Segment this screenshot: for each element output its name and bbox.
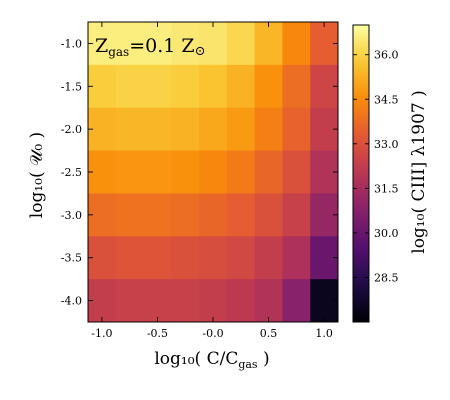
colorbar-tick-label: 31.5 [374,182,399,195]
heatmap-cell [254,64,283,109]
heatmap-cell [143,107,172,152]
x-tick-label: 0.5 [260,327,278,340]
heatmap-cell [254,193,283,237]
heatmap-cell [171,150,200,194]
heatmap-cell [282,22,311,66]
x-tick-label: -1.0 [91,327,112,340]
x-tick-label: -0.5 [147,327,168,340]
heatmap-cell [226,64,256,109]
heatmap-cell [254,150,283,194]
heatmap-cell [226,22,256,66]
heatmap-cell [199,193,228,237]
y-tick-label: -3.5 [61,252,82,265]
y-tick-label: -3.0 [61,209,82,222]
x-tick-label: -0.0 [202,327,223,340]
heatmap-cell [115,236,145,280]
heatmap-cell [254,236,283,280]
heatmap-cell [171,193,200,237]
heatmap-cell [282,107,311,152]
heatmap-cell [254,22,283,66]
y-tick-label: -1.0 [61,37,82,50]
heatmap-cell [115,193,145,237]
colorbar-tick-label: 30.0 [374,227,399,240]
colorbar-tick-label: 34.5 [374,93,399,106]
y-tick-label: -1.5 [61,80,82,93]
heatmap-cell [199,279,228,323]
heatmap-cell [254,107,283,152]
heatmap-cell [226,107,256,152]
heatmap-cell [115,64,145,109]
heatmap-cell [115,150,145,194]
heatmap-cell [143,236,172,280]
x-tick-label: 1.0 [315,327,333,340]
heatmap-cell [115,22,145,66]
heatmap-cell [143,150,172,194]
colorbar-label: log₁₀( CIII] λ1907 ) [409,90,429,253]
heatmap-cell [115,279,145,323]
heatmap-cell [143,279,172,323]
y-tick-label: -2.0 [61,123,82,136]
heatmap-cell [226,236,256,280]
metallicity-annotation: Zgas=0.1 Z⊙ [95,35,206,59]
y-tick-label: -4.0 [61,295,82,308]
heatmap-cell [282,279,311,323]
heatmap-cell [199,64,228,109]
heatmap-cell [282,64,311,109]
colorbar-tick-label: 28.5 [374,271,399,284]
y-axis-label: log₁₀( 𝒰₀ ) [27,132,47,218]
heatmap-cell [171,107,200,152]
heatmap-cell [171,236,200,280]
heatmap-cells [88,22,339,323]
heatmap-cell [143,22,172,66]
heatmap-cell [143,193,172,237]
heatmap-cell [171,64,200,109]
heatmap-cell [282,150,311,194]
x-axis-label: log₁₀( C/Cgas ) [154,349,269,371]
heatmap-cell [199,150,228,194]
heatmap-cell [115,107,145,152]
heatmap-cell [199,236,228,280]
y-axis-ticks: -1.0 -1.5 -2.0 -2.5 -3.0 -3.5 -4.0 [61,37,338,308]
x-axis-ticks: -1.0 -0.5 -0.0 0.5 1.0 [91,22,333,340]
heatmap-cell [254,279,283,323]
heatmap-cell [282,236,311,280]
heatmap-cell [171,279,200,323]
colorbar-tick-label: 36.0 [374,49,399,62]
colorbar-ticks: 28.5 30.0 31.5 33.0 34.5 36.0 [353,49,399,284]
heatmap-cell [143,64,172,109]
y-tick-label: -2.5 [61,166,82,179]
heatmap-cell [226,279,256,323]
heatmap-cell [226,150,256,194]
heatmap-cell [282,193,311,237]
heatmap-cell [171,22,200,66]
colorbar-tick-label: 33.0 [374,138,399,151]
heatmap-cell [199,107,228,152]
heatmap-cell [199,22,228,66]
heatmap-cell [226,193,256,237]
